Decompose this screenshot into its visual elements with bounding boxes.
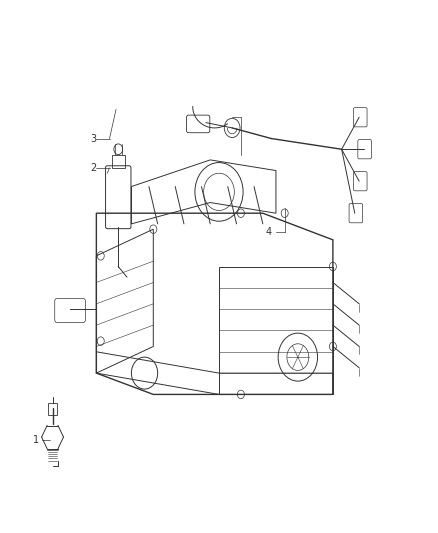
Text: 2: 2 bbox=[90, 163, 96, 173]
Bar bbox=[112, 155, 125, 168]
Bar bbox=[48, 403, 57, 415]
Text: 4: 4 bbox=[265, 227, 272, 237]
Text: 1: 1 bbox=[33, 435, 39, 445]
Text: 3: 3 bbox=[90, 134, 96, 143]
